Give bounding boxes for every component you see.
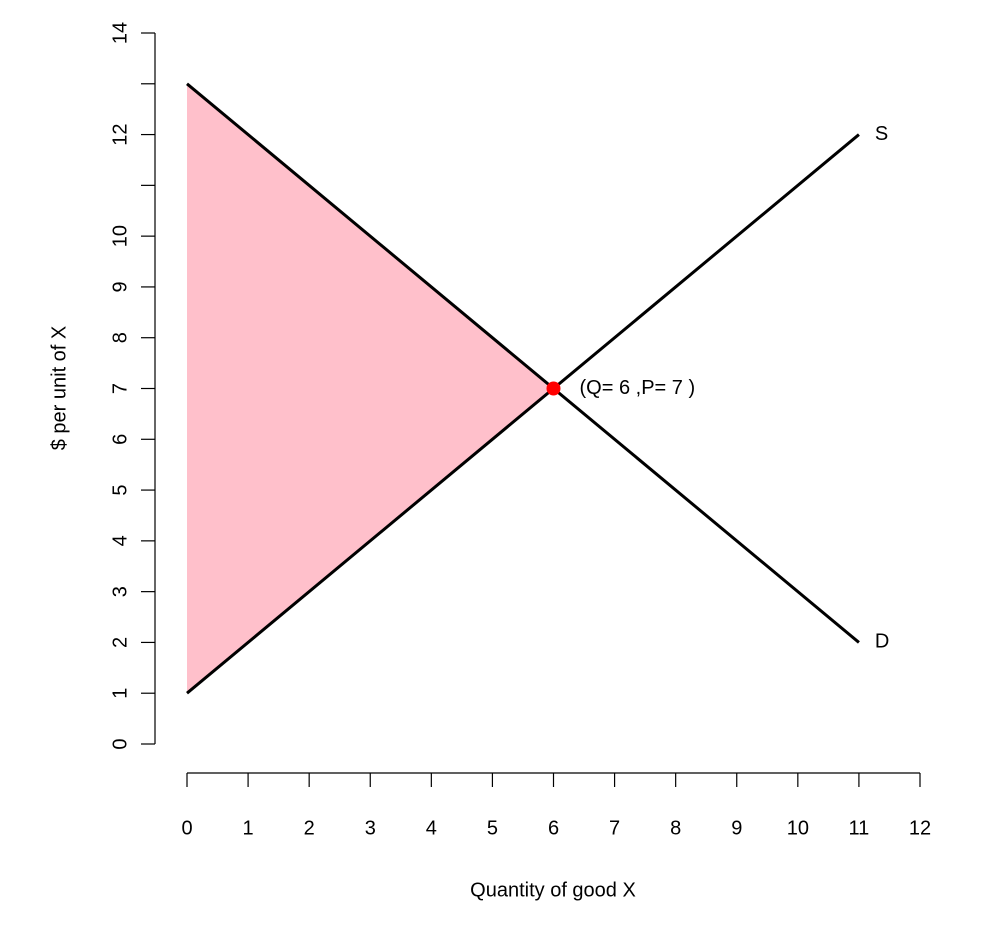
y-tick-label: 1 <box>109 688 131 699</box>
x-tick-label: 6 <box>548 817 559 839</box>
x-tick-label: 2 <box>304 817 315 839</box>
line <box>186 82 860 644</box>
x-tick-label: 7 <box>609 817 620 839</box>
x-tick-label: 12 <box>909 817 931 839</box>
x-tick-label: 4 <box>426 817 437 839</box>
series-label: D <box>875 631 889 653</box>
x-tick-label: 0 <box>181 817 192 839</box>
y-tick-label: 7 <box>109 383 131 394</box>
x-axis-title: Quantity of good X <box>470 879 636 901</box>
y-tick-label: 10 <box>109 225 131 247</box>
series-label: S <box>875 123 888 145</box>
shaded-area <box>187 83 554 694</box>
x-tick-label: 5 <box>487 817 498 839</box>
y-tick-label: 12 <box>109 123 131 145</box>
x-tick-label: 11 <box>849 817 870 839</box>
y-tick-label: 6 <box>109 434 131 445</box>
x-tick-label: 3 <box>365 817 376 839</box>
point-label: (Q= 6 ,P= 7 ) <box>580 377 696 399</box>
x-tick-label: 8 <box>670 817 681 839</box>
x-tick-label: 9 <box>731 817 742 839</box>
line <box>186 133 860 695</box>
y-tick-label: 8 <box>109 332 131 343</box>
y-tick-label: 3 <box>109 586 131 597</box>
x-tick-label: 10 <box>787 817 809 839</box>
y-tick-label: 4 <box>109 535 131 546</box>
y-tick-label: 2 <box>109 637 131 648</box>
y-tick-label: 0 <box>109 738 131 749</box>
y-tick-label: 5 <box>109 485 131 496</box>
x-tick-label: 1 <box>243 817 254 839</box>
y-axis-title: $ per unit of X <box>48 326 70 451</box>
y-tick-label: 9 <box>109 281 131 292</box>
equilibrium-point <box>546 381 561 396</box>
y-tick-label: 14 <box>109 22 131 44</box>
